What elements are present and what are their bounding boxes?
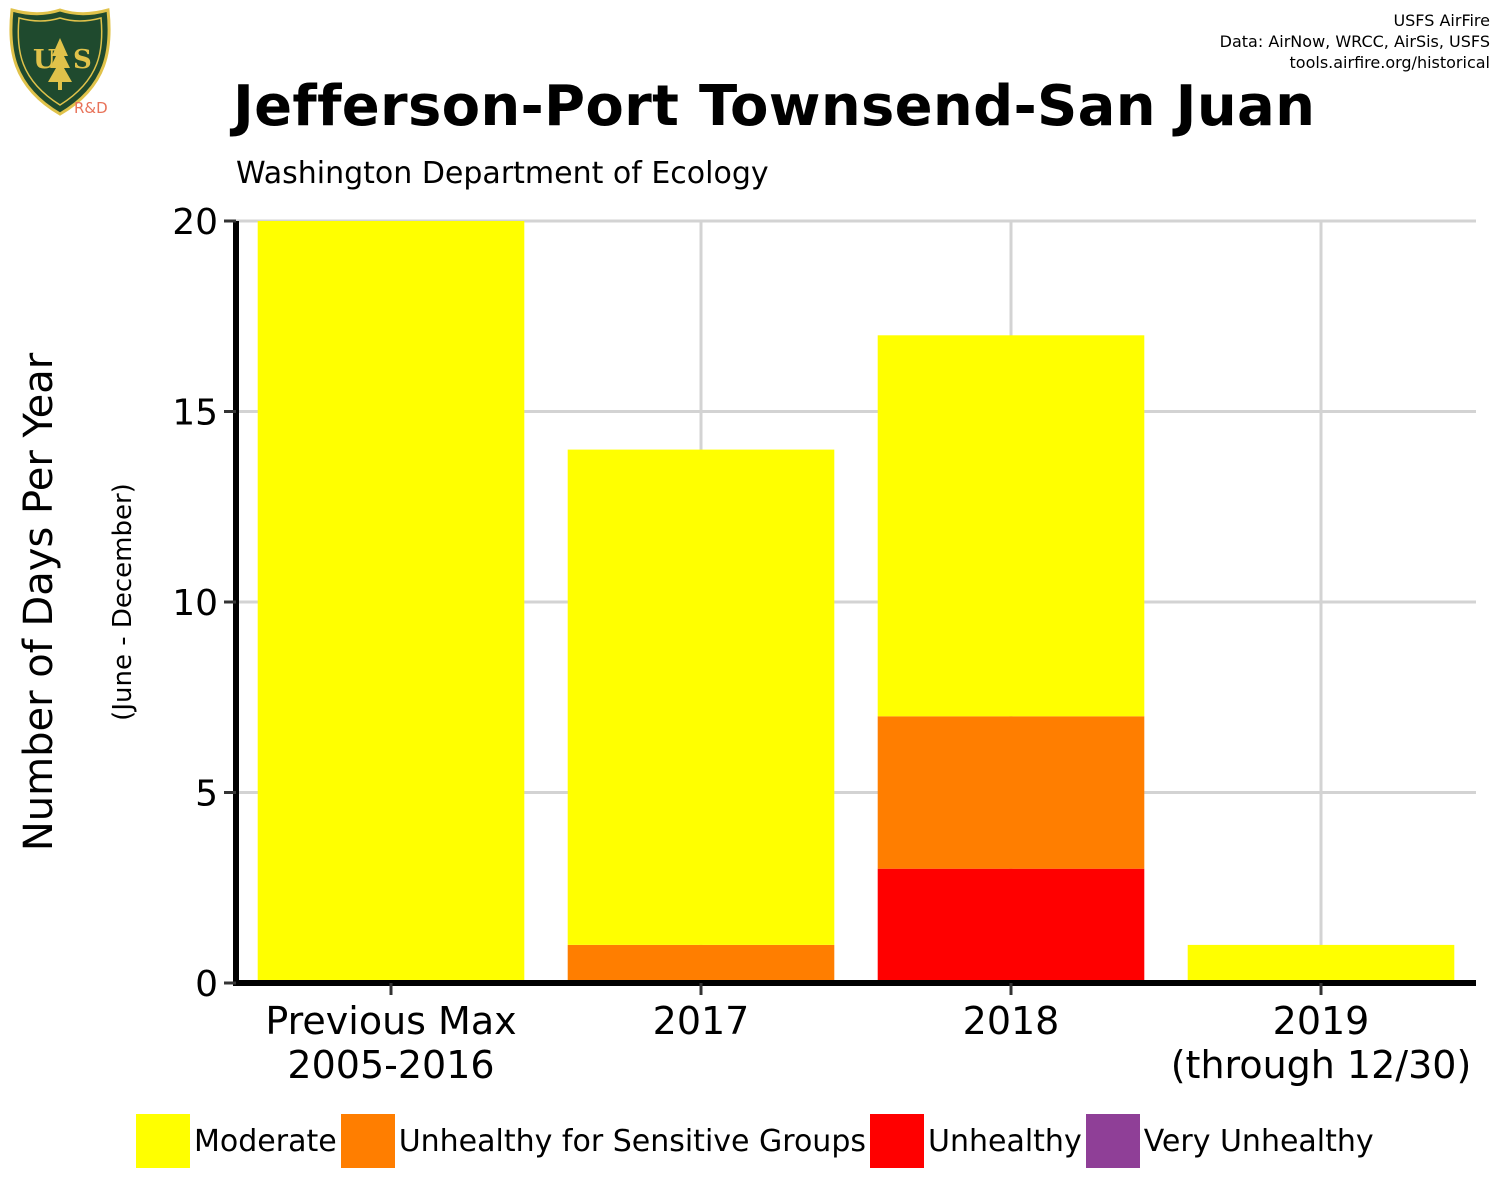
chart-subtitle: Washington Department of Ecology <box>236 156 769 191</box>
credits-line-1: USFS AirFire <box>1393 11 1490 30</box>
x-tick-label: 2017 <box>653 999 750 1043</box>
legend-label: Moderate <box>194 1123 337 1159</box>
bar-segment <box>1187 944 1455 983</box>
bar-segment <box>567 944 835 983</box>
bar-segment <box>567 449 835 945</box>
credits: USFS AirFire Data: AirNow, WRCC, AirSis,… <box>1220 10 1490 73</box>
legend-item: Unhealthy for Sensitive Groups <box>340 1114 866 1168</box>
x-tick-label: 2005-2016 <box>287 1043 494 1087</box>
bar-segment <box>877 868 1145 983</box>
y-axis-label: Number of Days Per Year <box>16 352 62 851</box>
svg-text:S: S <box>73 45 92 75</box>
legend-swatch <box>136 1114 190 1168</box>
legend-item: Very Unhealthy <box>1085 1114 1374 1168</box>
y-tick-label: 15 <box>172 393 218 434</box>
y-axis-sublabel: (June - December) <box>108 483 138 721</box>
legend-item: Unhealthy <box>870 1114 1082 1168</box>
legend-swatch <box>340 1114 395 1168</box>
x-tick-label: 2018 <box>963 999 1060 1043</box>
x-tick-label: 2019 <box>1273 999 1370 1043</box>
legend-swatch <box>1085 1114 1140 1168</box>
legend: Moderate Unhealthy for Sensitive Groups Un… <box>136 1113 1378 1169</box>
y-tick-label: 10 <box>172 583 218 624</box>
credits-line-2: Data: AirNow, WRCC, AirSis, USFS <box>1219 32 1490 51</box>
y-tick-label: 5 <box>195 774 218 815</box>
bar-segment <box>877 335 1145 717</box>
y-tick-label: 20 <box>172 202 218 243</box>
credits-line-3: tools.airfire.org/historical <box>1289 53 1490 72</box>
logo-label: R&D <box>74 99 108 117</box>
x-tick-label: (through 12/30) <box>1171 1043 1472 1087</box>
legend-label: Unhealthy <box>928 1123 1082 1159</box>
y-tick-label: 0 <box>195 964 218 1005</box>
chart-title: Jefferson-Port Townsend-San Juan <box>233 74 1316 139</box>
x-tick-label: Previous Max <box>265 999 516 1043</box>
axes <box>224 219 1476 995</box>
legend-label: Unhealthy for Sensitive Groups <box>398 1123 866 1159</box>
bar-segment <box>257 221 525 983</box>
usfs-shield-icon: U S <box>9 8 111 116</box>
bars <box>257 221 1455 983</box>
bar-segment <box>877 716 1145 869</box>
legend-item: Moderate <box>136 1114 337 1168</box>
legend-label: Very Unhealthy <box>1143 1123 1374 1159</box>
legend-swatch <box>870 1114 924 1168</box>
